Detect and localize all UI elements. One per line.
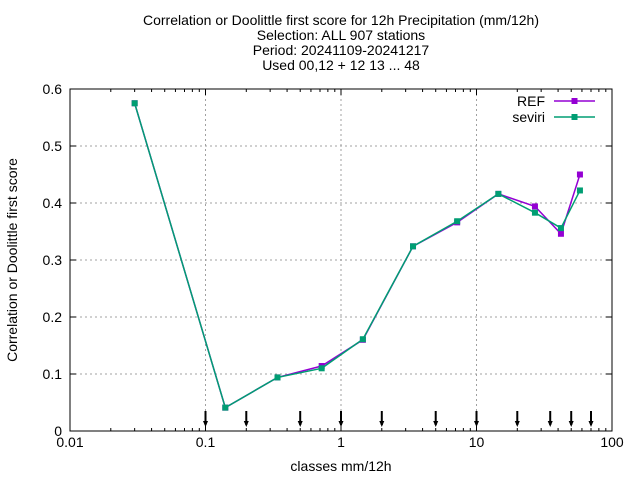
class-threshold-arrowhead	[379, 421, 385, 427]
class-threshold-arrowhead	[243, 421, 249, 427]
axis-ticks: 0 0.1 0.2 0.3 0.4 0.5 0.6 0.01 0.1 1 10 100	[43, 81, 624, 450]
series-line-REF	[133, 103, 581, 409]
class-threshold-markers	[203, 411, 594, 427]
class-threshold-arrowhead	[568, 421, 574, 427]
class-threshold-arrowhead	[588, 421, 594, 427]
data-point-seviri	[557, 225, 564, 232]
data-point-seviri	[531, 209, 538, 216]
x-tick-label: 0.1	[196, 434, 216, 450]
y-tick-label: 0.4	[43, 195, 63, 211]
x-tick-label: 100	[600, 434, 624, 450]
data-point-seviri	[410, 243, 417, 250]
y-tick-label: 0.2	[43, 309, 63, 325]
data-point-seviri	[274, 374, 281, 381]
y-tick-label: 0.5	[43, 138, 63, 154]
y-tick-label: 0.3	[43, 252, 63, 268]
title-line: Used 00,12 + 12 13 ... 48	[262, 57, 420, 73]
series-line-seviri	[133, 103, 581, 409]
data-point-REF	[531, 203, 538, 210]
x-tick-label: 0.01	[56, 434, 83, 450]
data-point-seviri	[495, 190, 502, 197]
x-tick-label: 10	[469, 434, 485, 450]
grid	[70, 89, 612, 431]
legend-marker-seviri	[571, 114, 578, 120]
chart-title: Correlation or Doolittle first score for…	[143, 12, 539, 73]
title-line: Selection: ALL 907 stations	[257, 27, 425, 43]
data-point-seviri	[576, 187, 583, 194]
class-threshold-arrowhead	[433, 421, 439, 427]
x-tick-label: 1	[337, 434, 345, 450]
data-point-seviri	[318, 365, 325, 372]
class-threshold-arrowhead	[514, 421, 520, 427]
data-point-seviri	[131, 100, 138, 107]
title-line: Period: 20241109-20241217	[253, 42, 430, 58]
data-point-REF	[557, 230, 564, 237]
class-threshold-arrowhead	[474, 421, 479, 427]
x-axis-label: classes mm/12h	[290, 458, 391, 474]
title-line: Correlation or Doolittle first score for…	[143, 12, 539, 28]
y-tick-label: 0.1	[43, 366, 63, 382]
class-threshold-arrowhead	[547, 421, 553, 427]
legend-marker-REF	[571, 98, 578, 104]
series-lines	[131, 100, 583, 411]
legend-label-REF: REF	[517, 93, 545, 109]
class-threshold-arrowhead	[297, 421, 303, 427]
legend-label-seviri: seviri	[512, 109, 545, 125]
class-threshold-arrowhead	[203, 421, 208, 427]
data-point-seviri	[222, 404, 229, 411]
class-threshold-arrowhead	[338, 421, 344, 427]
data-point-seviri	[359, 336, 366, 343]
data-point-seviri	[454, 218, 461, 225]
y-tick-label: 0.6	[43, 81, 63, 97]
y-tick-label: 0	[54, 423, 62, 439]
y-axis-label: Correlation or Doolittle first score	[4, 158, 20, 362]
data-point-REF	[576, 171, 583, 178]
